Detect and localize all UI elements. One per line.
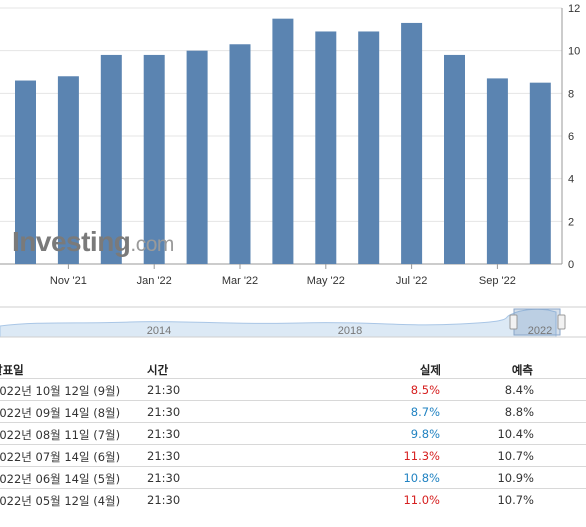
row-date: 2022년 10월 12일 (9월) <box>0 384 121 398</box>
bar <box>315 31 337 264</box>
y-tick-label: 12 <box>568 3 580 15</box>
navigator-series <box>0 308 557 338</box>
x-tick-label: Nov '21 <box>50 275 87 287</box>
bar <box>358 31 380 264</box>
row-time: 21:30 <box>147 471 181 485</box>
navigator-right-handle[interactable] <box>557 314 566 330</box>
bar <box>444 54 465 264</box>
row-forecast: 10.7% <box>497 449 534 463</box>
row-date: 2022년 06월 14일 (5월) <box>0 472 121 486</box>
y-tick-label: 8 <box>568 88 574 100</box>
y-tick-label: 2 <box>568 216 574 228</box>
row-time: 21:30 <box>147 449 181 463</box>
bar <box>57 76 79 265</box>
row-time: 21:30 <box>147 383 181 397</box>
bar <box>486 78 508 265</box>
row-time: 21:30 <box>147 493 181 507</box>
header-date[interactable]: 발표일 <box>0 363 24 377</box>
header-actual[interactable]: 실제 <box>419 363 441 377</box>
row-date: 2022년 09월 14일 (8월) <box>0 406 121 420</box>
navigator-year-label: 2018 <box>338 325 362 337</box>
x-tick-label: Jul '22 <box>396 275 427 287</box>
x-tick-label: Jan '22 <box>137 275 172 287</box>
navigator-year-label: 2022 <box>528 325 552 337</box>
row-forecast: 8.4% <box>504 383 534 397</box>
row-time: 21:30 <box>147 427 181 441</box>
row-date: 2022년 05월 12일 (4월) <box>0 494 121 508</box>
row-actual: 11.3% <box>403 449 440 463</box>
x-tick-label: Sep '22 <box>479 275 516 287</box>
watermark-brand: Investing <box>12 226 131 257</box>
row-date: 2022년 08월 11일 (7월) <box>0 428 121 442</box>
bar <box>529 82 551 265</box>
navigator-left-handle[interactable] <box>509 314 518 330</box>
row-date: 2022년 07월 14일 (6월) <box>0 450 121 464</box>
bar <box>143 54 165 264</box>
bar <box>229 44 251 265</box>
header-time[interactable]: 시간 <box>147 363 169 377</box>
watermark-suffix: .com <box>130 233 174 256</box>
y-tick-label: 10 <box>568 46 580 58</box>
table-header: 발표일 시간 실제 예측 <box>0 358 586 380</box>
y-tick-label: 4 <box>568 174 574 186</box>
table-row: 2022년 05월 12일 (4월) 21:30 11.0% 10.7% <box>0 488 586 511</box>
bar <box>401 22 423 264</box>
bar <box>186 50 208 264</box>
bar <box>272 18 294 264</box>
table-row: 2022년 06월 14일 (5월) 21:30 10.8% 10.9% <box>0 466 586 489</box>
table-row: 2022년 10월 12일 (9월) 21:30 8.5% 8.4% <box>0 378 586 401</box>
bar <box>15 80 36 265</box>
bar <box>100 54 122 264</box>
row-actual: 8.5% <box>410 383 440 397</box>
y-tick-label: 6 <box>568 131 574 143</box>
table-row: 2022년 08월 11일 (7월) 21:30 9.8% 10.4% <box>0 422 586 445</box>
row-forecast: 10.7% <box>497 493 534 507</box>
table-row: 2022년 09월 14일 (8월) 21:30 8.7% 8.8% <box>0 400 586 423</box>
table-row: 2022년 07월 14일 (6월) 21:30 11.3% 10.7% <box>0 444 586 467</box>
row-forecast: 10.9% <box>497 471 534 485</box>
row-actual: 9.8% <box>410 427 440 441</box>
row-forecast: 8.8% <box>504 405 534 419</box>
header-forecast[interactable]: 예측 <box>511 363 533 377</box>
x-tick-label: May '22 <box>307 275 345 287</box>
investing-watermark: Investing.com <box>12 226 174 258</box>
row-actual: 8.7% <box>410 405 440 419</box>
y-tick-label: 0 <box>568 259 574 271</box>
row-actual: 10.8% <box>403 471 440 485</box>
row-actual: 11.0% <box>403 493 440 507</box>
x-tick-label: Mar '22 <box>222 275 258 287</box>
row-forecast: 10.4% <box>497 427 534 441</box>
chart-area: 0 2 4 6 8 10 12 Nov '21 Jan '22 Mar '22 May '22 Jul… <box>0 3 586 338</box>
bar-chart: 0 2 4 6 8 10 12 Nov '21 Jan '22 Mar '22 May '22 Jul… <box>0 3 586 338</box>
row-time: 21:30 <box>147 405 181 419</box>
navigator-year-label: 2014 <box>147 325 171 337</box>
